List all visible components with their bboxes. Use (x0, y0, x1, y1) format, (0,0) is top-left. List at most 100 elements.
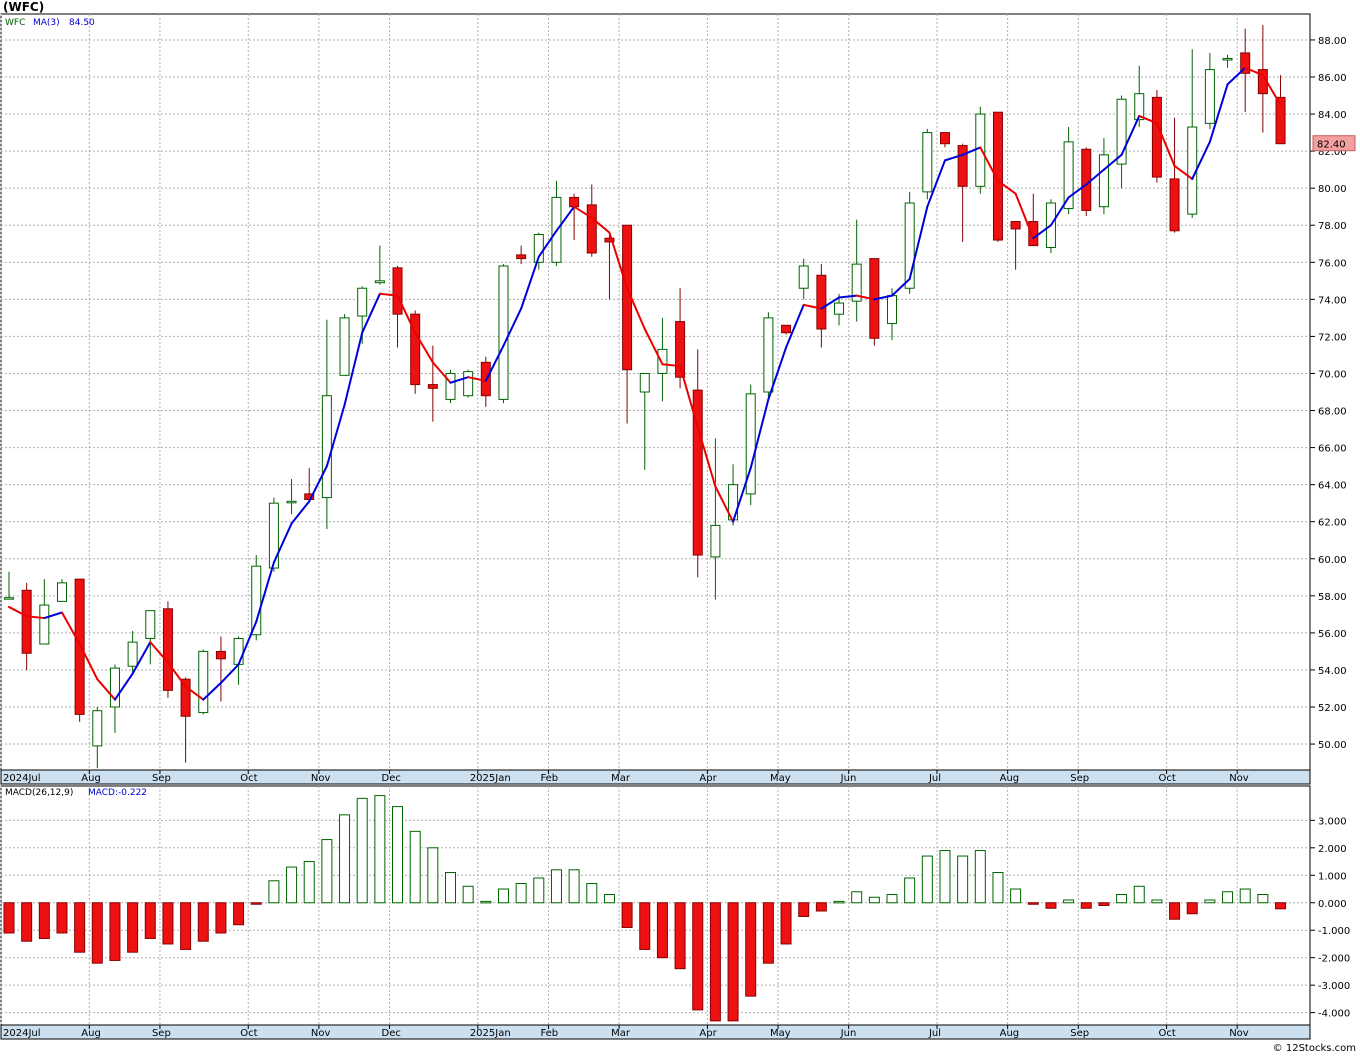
macd-bar-negative (162, 902, 174, 945)
macd-bar-negative (656, 902, 668, 959)
ma-line-segment (943, 153, 964, 162)
macd-x-label: Aug (81, 1028, 101, 1039)
macd-bar-negative (798, 902, 810, 917)
candle (710, 438, 721, 600)
macd-x-label: Jun (840, 1028, 857, 1039)
ma-line-segment (537, 229, 558, 258)
ma-line-segment (149, 641, 169, 664)
candle (251, 555, 262, 641)
candle (74, 578, 85, 722)
ma-line-segment (802, 303, 823, 310)
ma-line-segment (1120, 114, 1141, 156)
ma-line-segment (343, 331, 364, 406)
price-tick-label: 64.00 (1318, 481, 1347, 492)
macd-bar-negative (815, 902, 827, 912)
ma-line-segment (96, 678, 116, 701)
candle-down-body (1169, 178, 1180, 232)
macd-bar-positive (427, 847, 439, 904)
macd-bar-positive (533, 877, 545, 904)
macd-label: MACD(26,12,9) (5, 788, 73, 798)
ma-line-segment (361, 292, 381, 334)
macd-bar-negative (38, 902, 50, 939)
price-x-label: Apr (699, 773, 717, 784)
macd-bar-positive (833, 900, 845, 904)
candle (463, 369, 474, 398)
price-x-label: Aug (81, 773, 101, 784)
candle (286, 479, 297, 515)
macd-panel: -4.000 -3.000 -2.000 -1.000 0.000 1.000 2.000 3… (0, 785, 1350, 1040)
ma-line-segment (1261, 74, 1282, 106)
macd-x-label: Nov (311, 1028, 331, 1039)
candle (763, 312, 774, 402)
candle-up-body (887, 295, 897, 324)
ma-line-segment (643, 328, 664, 366)
ma-line-segment (520, 255, 540, 310)
macd-bar-positive (974, 850, 986, 904)
candle-up-body (92, 710, 103, 747)
ma-line-segment (1032, 224, 1052, 240)
candle (1010, 221, 1021, 270)
macd-x-label: Oct (240, 1028, 257, 1039)
candle-down-body (692, 389, 703, 556)
candle-up-body (498, 265, 509, 400)
macd-bar-negative (21, 902, 33, 942)
candle-down-body (1028, 221, 1039, 247)
candle-up-body (198, 650, 209, 714)
macd-x-label: Mar (611, 1028, 631, 1039)
macd-bar-negative (233, 902, 245, 926)
candle (1151, 89, 1162, 183)
candle-up-body (851, 263, 862, 302)
candle-down-body (781, 324, 792, 334)
macd-bar-positive (904, 877, 916, 904)
price-tick-label: 54.00 (1318, 666, 1347, 677)
macd-bar-positive (921, 855, 933, 904)
macd-tick-label: 1.000 (1318, 871, 1347, 882)
ma-line-segment (608, 231, 629, 290)
candle-up-body (904, 202, 915, 289)
price-x-label: Dec (382, 773, 401, 784)
ma-line-segment (502, 307, 523, 347)
candle-up-body (357, 287, 368, 317)
macd-x-axis-band (0, 1024, 1311, 1040)
candle (781, 324, 792, 335)
ma-line-segment (714, 485, 735, 523)
ma-line-segment (1155, 122, 1176, 167)
macd-bar-positive (462, 885, 474, 904)
ma-line-segment (1102, 153, 1123, 171)
macd-bar-positive (515, 883, 527, 904)
candle (869, 258, 880, 346)
candle-up-body (834, 302, 845, 315)
macd-bar-positive (992, 872, 1004, 904)
candle (639, 372, 650, 470)
candle-up-body (145, 610, 156, 639)
price-tick-label: 80.00 (1318, 184, 1347, 195)
macd-bar-negative (56, 902, 68, 934)
price-x-label: Jul (928, 773, 941, 784)
macd-bar-positive (568, 869, 580, 904)
candle-up-body (922, 132, 933, 193)
macd-bar-positive (497, 888, 509, 904)
macd-bar-negative (144, 902, 156, 939)
ma-line-segment (325, 403, 346, 468)
candle-up-body (445, 372, 456, 400)
macd-bar-positive (480, 900, 492, 904)
macd-bar-positive (550, 869, 562, 904)
ma-line-segment (855, 294, 876, 301)
candle-up-body (339, 317, 350, 376)
ma-line-segment (767, 346, 788, 401)
macd-bar-positive (303, 861, 315, 904)
price-x-label: Jun (840, 773, 857, 784)
ma-line-segment (378, 292, 399, 297)
macd-bar-positive (1239, 888, 1251, 904)
macd-bar-positive (886, 894, 898, 904)
candle (1116, 95, 1127, 189)
candle (39, 579, 50, 645)
symbol-label: WFC (5, 18, 25, 28)
candle (392, 266, 403, 348)
macd-bar-positive (1222, 891, 1234, 904)
candle-up-body (763, 317, 774, 393)
macd-tick-label: 2.000 (1318, 844, 1347, 855)
macd-bar-positive (939, 850, 951, 904)
price-tick-label: 68.00 (1318, 407, 1347, 418)
